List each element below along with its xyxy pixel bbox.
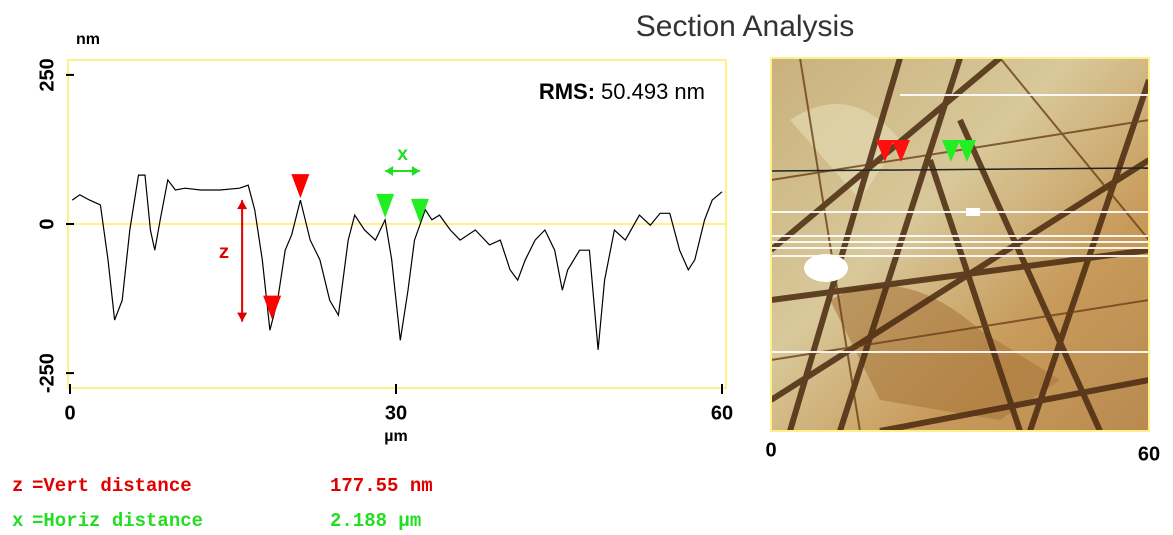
image-frame [770,57,1150,432]
profile-line [71,174,723,350]
y-unit: nm [76,31,100,48]
y-tick-label: 250 [36,58,58,91]
y-tick-label: 0 [36,218,58,229]
image-x-label: 60 [1138,443,1160,465]
rms: RMS: 50.493 nm [539,79,705,104]
x-label: x [397,144,408,166]
measure-symbol: z [12,475,23,497]
afm-image [771,58,1149,431]
x-arrow-head [385,166,394,176]
z-arrow-head [237,312,248,322]
cursor-marker [376,193,395,218]
rms-label: RMS: [539,79,595,104]
x-unit: µm [384,428,407,445]
cursor-marker [263,295,282,320]
measure-label: =Horiz distance [32,510,203,532]
cursor-marker [291,174,310,199]
z-label: z [218,242,229,264]
x-tick-label: 30 [385,402,407,424]
y-tick-label: -250 [36,353,58,393]
x-tick-label: 0 [64,402,75,424]
measure-value: 2.188 µm [330,510,421,532]
image-x-label: 0 [765,439,776,461]
x-tick-label: 60 [711,402,733,424]
rms-value: 50.493 nm [601,79,705,104]
measure-value: 177.55 nm [330,475,433,497]
cursor-marker [410,198,429,223]
page-title: Section Analysis [636,10,854,43]
measure-symbol: x [12,510,23,532]
x-arrow-head [411,166,420,176]
z-arrow-head [237,200,248,210]
measure-label: =Vert distance [32,475,192,497]
